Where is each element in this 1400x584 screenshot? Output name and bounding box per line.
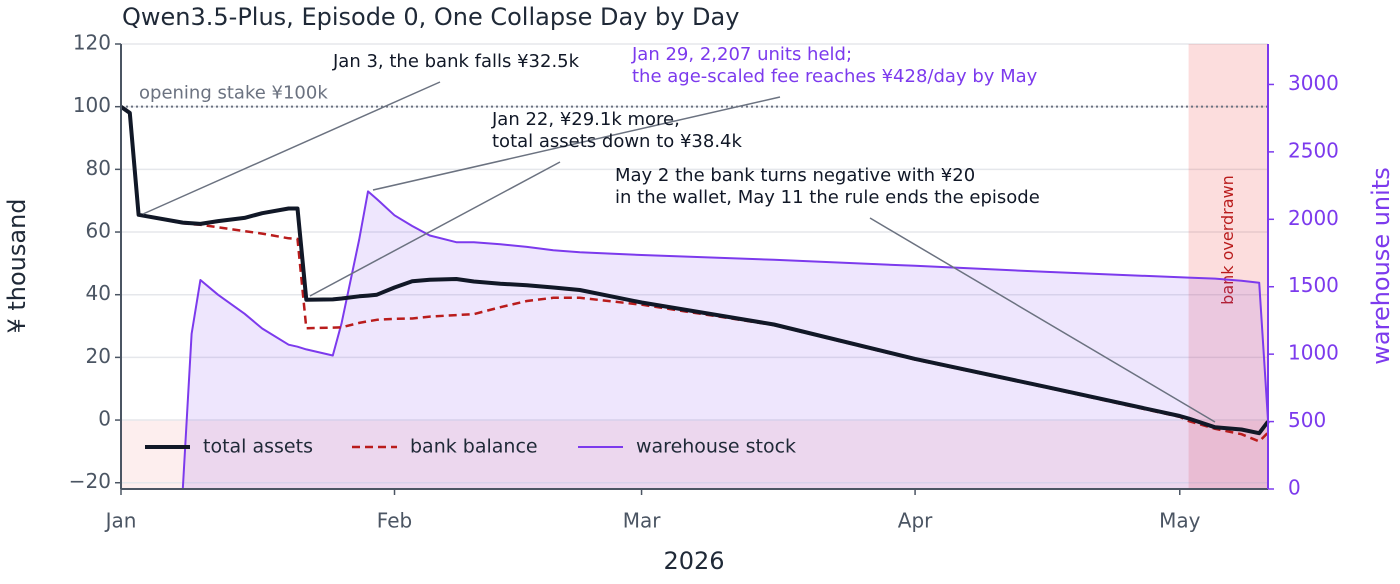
annotation-arrow bbox=[142, 81, 441, 215]
y-tick-label: 0 bbox=[98, 407, 111, 431]
y-tick-label: 20 bbox=[86, 344, 111, 368]
annotation: total assets down to ¥38.4k bbox=[492, 131, 743, 152]
annotation: May 2 the bank turns negative with ¥20 bbox=[615, 165, 975, 186]
chart-title: Qwen3.5-Plus, Episode 0, One Collapse Da… bbox=[122, 3, 739, 31]
annotation-arrow bbox=[869, 217, 1216, 423]
area bbox=[182, 191, 1269, 489]
y2-tick-label: 3000 bbox=[1288, 71, 1339, 95]
x-tick-label: Jan bbox=[104, 509, 137, 533]
y2-tick-label: 1500 bbox=[1288, 273, 1339, 297]
x-tick-label: May bbox=[1159, 509, 1201, 533]
y2-axis-label: warehouse units bbox=[1367, 167, 1395, 364]
x-tick-label: Mar bbox=[623, 509, 662, 533]
x-tick-label: Apr bbox=[898, 509, 933, 533]
series-line bbox=[120, 105, 1269, 443]
legend-label: warehouse stock bbox=[636, 436, 796, 458]
reference-label: opening stake ¥100k bbox=[139, 83, 328, 104]
y-tick-label: −20 bbox=[69, 469, 111, 493]
annotation-arrow bbox=[309, 161, 561, 297]
x-axis-label: 2026 bbox=[663, 547, 724, 575]
y-tick-label: 100 bbox=[73, 93, 111, 117]
y-tick-label: 60 bbox=[86, 219, 111, 243]
y2-tick-label: 2000 bbox=[1288, 206, 1339, 230]
series-line bbox=[119, 105, 1270, 436]
annotation: Jan 29, 2,207 units held; bbox=[631, 44, 852, 65]
annotation-arrow bbox=[372, 96, 781, 191]
series-line bbox=[181, 190, 1269, 490]
span-label: bank overdrawn bbox=[1218, 175, 1237, 305]
x-tick-label: Feb bbox=[377, 509, 412, 533]
y2-tick-label: 500 bbox=[1288, 408, 1326, 432]
y-axis-label: ¥ thousand bbox=[3, 198, 31, 333]
y2-tick-label: 2500 bbox=[1288, 138, 1339, 162]
legend-label: total assets bbox=[203, 436, 313, 458]
annotation: in the wallet, May 11 the rule ends the … bbox=[615, 187, 1040, 208]
negative-band bbox=[121, 420, 1268, 489]
annotation: the age-scaled fee reaches ¥428/day by M… bbox=[632, 66, 1038, 87]
annotation: Jan 22, ¥29.1k more, bbox=[491, 109, 680, 130]
legend-label: bank balance bbox=[410, 436, 538, 458]
y2-tick-label: 1000 bbox=[1288, 341, 1339, 365]
y-tick-label: 120 bbox=[73, 31, 111, 55]
y-tick-label: 40 bbox=[86, 281, 111, 305]
annotation: Jan 3, the bank falls ¥32.5k bbox=[332, 51, 580, 72]
y2-tick-label: 0 bbox=[1288, 476, 1301, 500]
y-tick-label: 80 bbox=[86, 156, 111, 180]
